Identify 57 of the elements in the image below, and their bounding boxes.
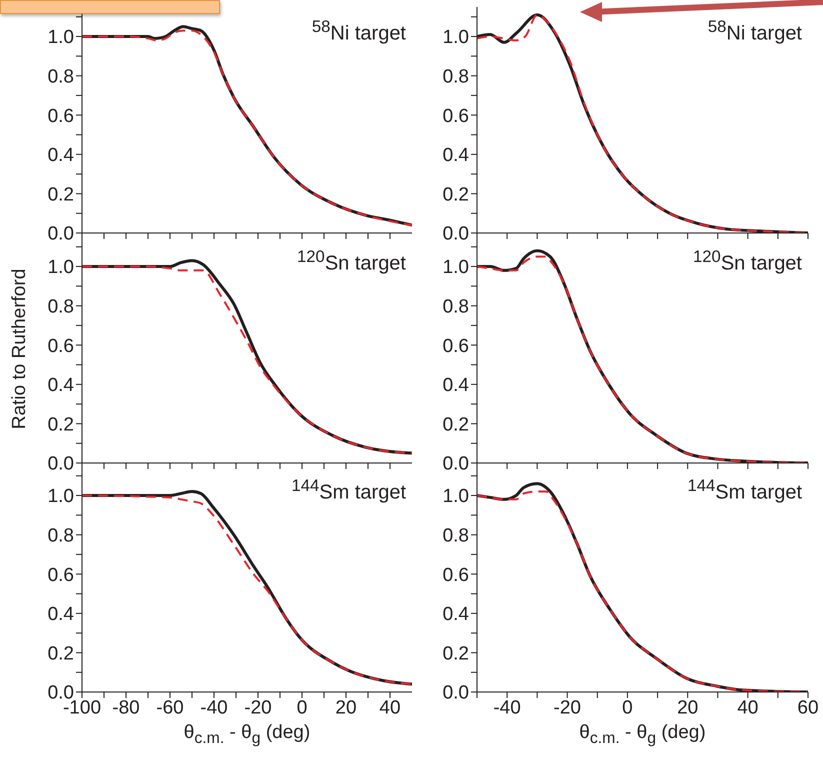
annotation: $^{120}$Sn target	[297, 247, 406, 276]
y-tick-label: 0.0	[48, 224, 74, 245]
y-tick-label: 0.4	[442, 375, 470, 396]
y-tick-label: 0.2	[48, 414, 74, 436]
x-tick-label: -80	[112, 697, 140, 718]
x-tick-label: -20	[554, 697, 582, 718]
y-tick-label: 1.0	[442, 27, 469, 48]
y-tick-label: 0.2	[442, 414, 469, 436]
y-tick-label: 0.4	[48, 604, 74, 626]
y-tick-label: 1.0	[48, 27, 74, 48]
annotation: $^{144}$Sm target	[292, 476, 406, 505]
y-tick-label: 0.0	[442, 682, 469, 704]
y-tick-label: 1.0	[442, 257, 469, 278]
x-tick-label: -40	[200, 697, 228, 718]
x-tick-label: 60	[797, 697, 819, 718]
y-tick-label: 0.0	[48, 454, 74, 475]
y-tick-label: 0.8	[442, 296, 469, 318]
y-tick-label: 0.4	[48, 375, 74, 396]
y-tick-label: 0.2	[48, 184, 74, 206]
y-axis-title: Ratio to Rutherford	[9, 268, 31, 432]
x-tick-label: 20	[335, 697, 357, 718]
y-tick-label: 0.8	[48, 66, 74, 88]
x-axis-title: θ$_{c.m.}$ - θ$_{g}$ (deg)	[578, 722, 707, 748]
y-tick-label: 0.8	[48, 526, 74, 547]
y-tick-label: 0.4	[442, 604, 470, 626]
x-tick-label: 40	[737, 697, 758, 718]
y-tick-label: 0.6	[442, 336, 469, 357]
y-tick-label: 0.0	[442, 454, 469, 475]
x-tick-label: 0	[622, 697, 633, 718]
y-tick-label: 0.6	[442, 106, 469, 127]
y-tick-label: 1.0	[48, 486, 74, 508]
x-tick-label: -60	[156, 697, 184, 718]
y-tick-label: 0.4	[48, 145, 74, 166]
annotation: $^{144}$Sm target	[688, 476, 802, 505]
y-tick-label: 0.6	[48, 564, 74, 586]
y-tick-label: 0.2	[442, 643, 469, 664]
y-tick-label: 0.0	[442, 224, 469, 245]
y-tick-label: 0.6	[48, 106, 74, 127]
y-tick-label: 0.2	[48, 643, 74, 664]
y-tick-label: 0.4	[442, 145, 470, 166]
y-tick-label: 0.8	[442, 526, 469, 547]
x-tick-label: 40	[379, 697, 401, 718]
x-axis-title: θ$_{c.m.}$ - θ$_{g}$ (deg)	[182, 722, 312, 748]
y-tick-label: 0.2	[442, 184, 469, 206]
y-tick-label: 0.8	[48, 296, 74, 318]
y-tick-label: 0.8	[442, 66, 469, 88]
y-tick-label: 0.6	[48, 336, 74, 357]
annotation: $^{120}$Sn target	[693, 247, 802, 276]
y-tick-label: 0.6	[442, 564, 469, 586]
annotation: $^{58}$Ni target	[312, 17, 406, 46]
x-tick-label: 0	[296, 697, 308, 718]
x-tick-label: -40	[493, 697, 521, 718]
x-tick-label: 20	[677, 697, 698, 718]
y-tick-label: 1.0	[48, 257, 74, 278]
y-tick-label: 1.0	[442, 486, 469, 508]
x-tick-label: -20	[244, 697, 272, 718]
annotation: $^{58}$Ni target	[708, 17, 802, 46]
